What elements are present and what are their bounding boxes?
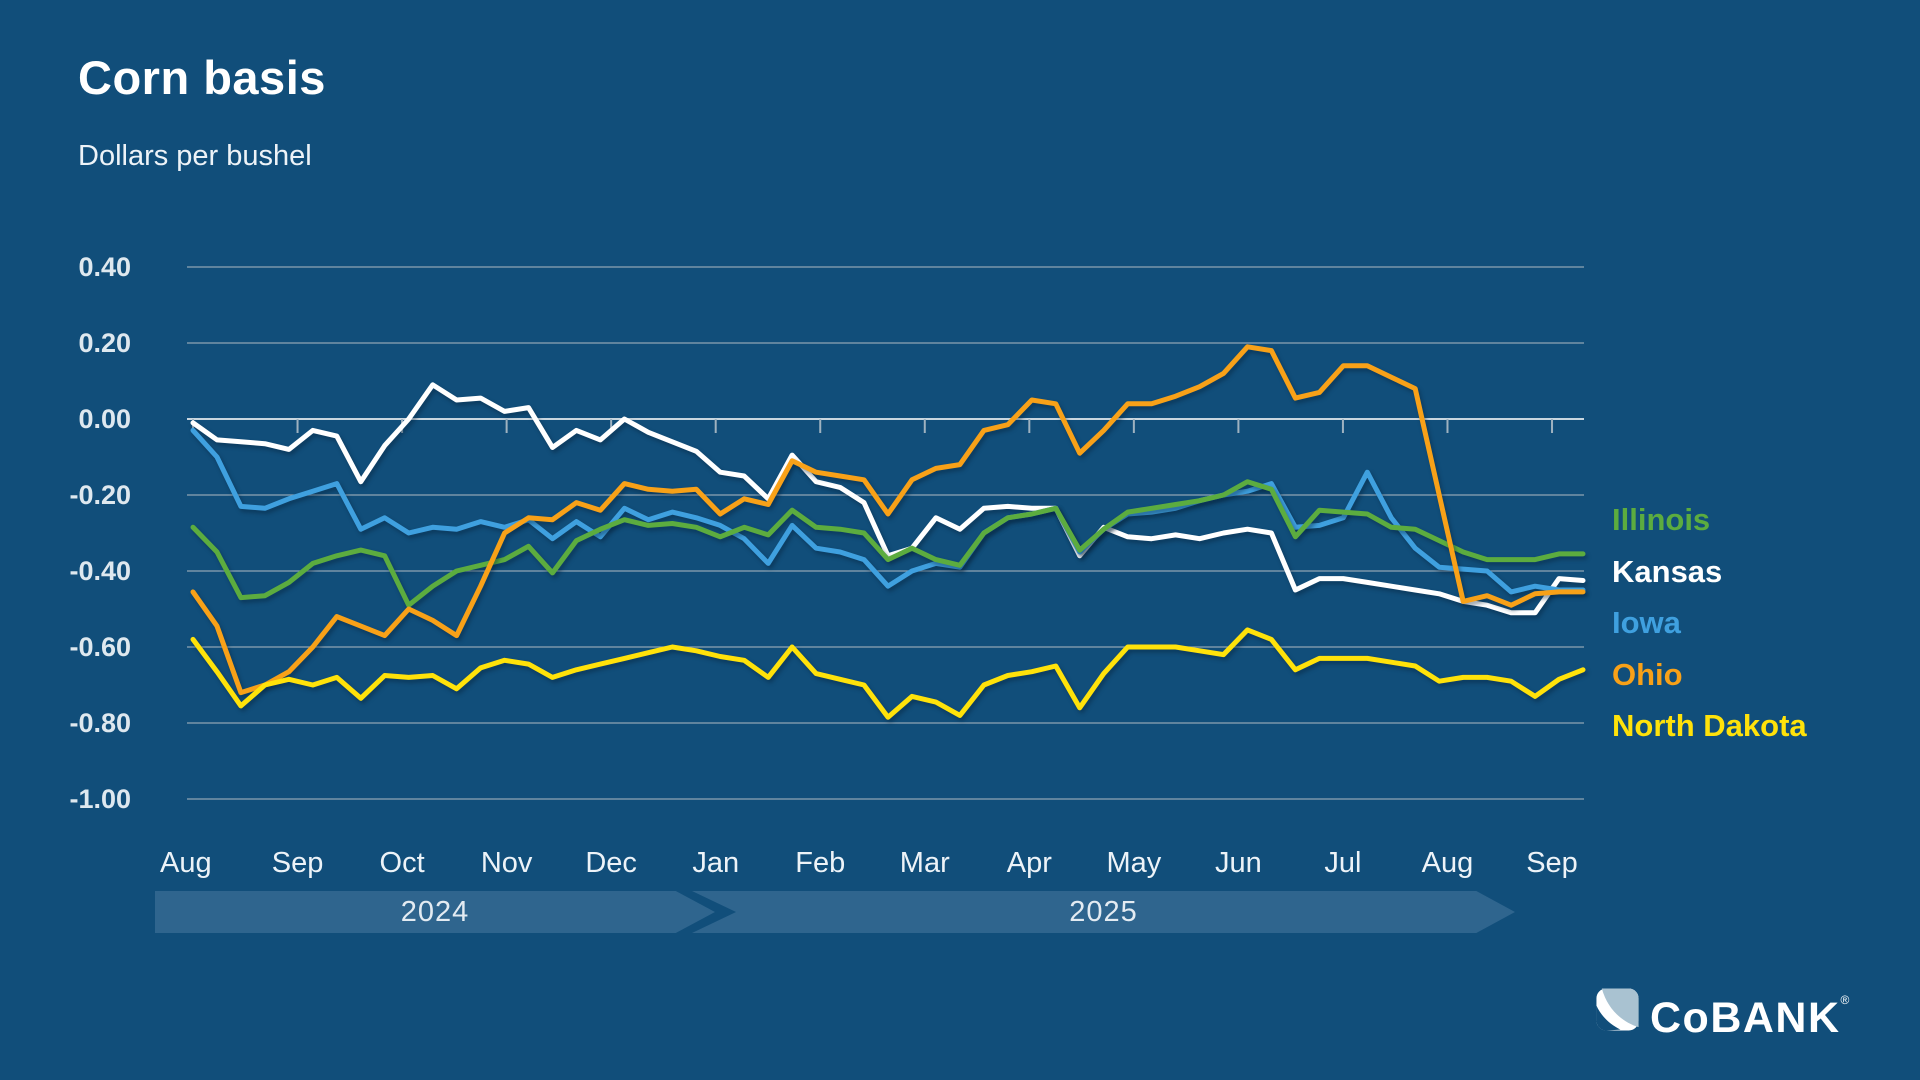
cobank-logo-icon xyxy=(1596,987,1639,1031)
timeline-bar-2024: 2024 xyxy=(155,891,715,933)
x-axis-month-label: Apr xyxy=(1007,847,1052,879)
series-line-illinois xyxy=(190,479,1586,608)
x-axis-month-label: Aug xyxy=(1422,847,1474,879)
series-line-kansas xyxy=(190,382,1586,616)
legend-item-iowa: Iowa xyxy=(1612,605,1681,640)
series-line-iowa xyxy=(190,427,1586,595)
y-axis-tick-label: -0.80 xyxy=(69,708,131,738)
series-line-ohio xyxy=(190,344,1586,696)
timeline-year-2025: 2025 xyxy=(1069,895,1138,928)
x-axis-month-label: Jan xyxy=(692,847,739,879)
x-axis-month-label: May xyxy=(1106,847,1161,879)
legend-item-north-dakota: North Dakota xyxy=(1612,708,1807,743)
y-axis-tick-label: -0.40 xyxy=(69,556,131,586)
legend-item-ohio: Ohio xyxy=(1612,656,1683,692)
y-axis-tick-label: -1.00 xyxy=(69,784,131,814)
timeline-year-2024: 2024 xyxy=(400,895,470,928)
y-axis-tick-label: 0.40 xyxy=(78,252,131,282)
x-axis-month-label: Sep xyxy=(1526,847,1578,879)
x-axis-month-label: Sep xyxy=(272,847,324,879)
x-axis-month-label: Dec xyxy=(585,847,637,879)
chart-legend: Illinois Kansas Iowa Ohio North Dakota xyxy=(1612,494,1912,752)
cobank-logo: CoBANK® xyxy=(1594,984,1851,1041)
y-axis-tick-label: -0.20 xyxy=(69,480,131,510)
series-line-north-dakota xyxy=(190,627,1586,720)
legend-item-illinois: Illinois xyxy=(1612,502,1711,537)
x-axis-month-label: Aug xyxy=(160,847,212,879)
timeline-bar-2025: 2025 xyxy=(692,891,1515,933)
cobank-logo-text: CoBANK® xyxy=(1650,992,1851,1042)
x-axis-month-label: Nov xyxy=(481,847,533,879)
x-axis-month-label: Jul xyxy=(1324,847,1361,879)
page-title: Corn basis xyxy=(78,51,326,104)
y-axis-tick-label: 0.20 xyxy=(78,328,131,358)
x-axis-month-label: Jun xyxy=(1215,847,1262,879)
y-axis-unit-label: Dollars per bushel xyxy=(78,140,312,172)
x-axis-month-label: Feb xyxy=(795,847,845,879)
y-axis-tick-label: -0.60 xyxy=(69,632,131,662)
y-axis-tick-label: 0.00 xyxy=(78,404,131,434)
x-axis-month-label: Oct xyxy=(380,847,425,879)
x-axis-month-label: Mar xyxy=(900,847,950,879)
legend-item-kansas: Kansas xyxy=(1612,553,1723,589)
registered-mark: ® xyxy=(1840,992,1851,1007)
